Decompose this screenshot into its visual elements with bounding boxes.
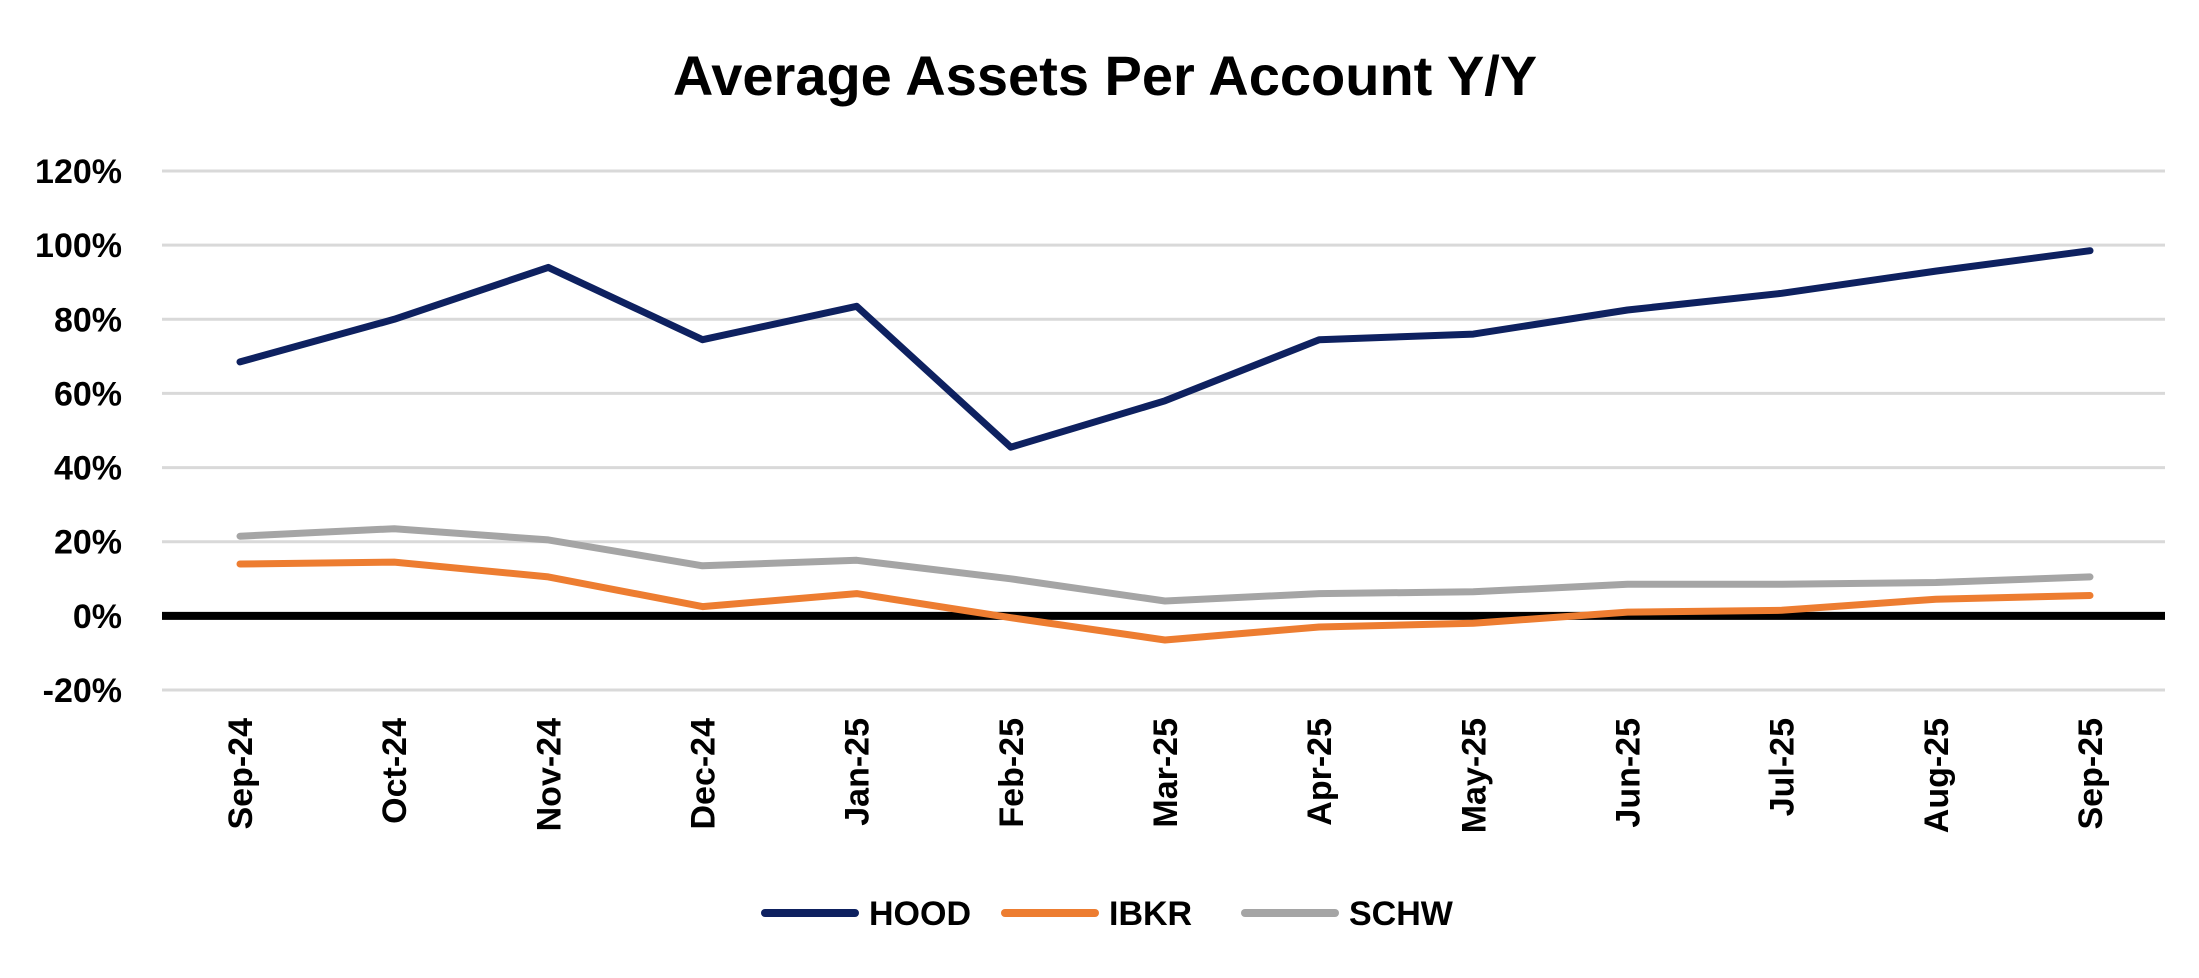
y-tick-label: 0% bbox=[73, 598, 122, 636]
x-axis-ticks: Sep-24 Oct-24 Nov-24 Dec-24 Jan-25 Feb-25 Mar-… bbox=[222, 718, 2110, 833]
x-tick-label: Apr-25 bbox=[1301, 718, 1339, 826]
x-tick-label: May-25 bbox=[1455, 718, 1493, 833]
y-tick-label: 80% bbox=[54, 301, 122, 339]
legend-label-hood: HOOD bbox=[869, 895, 971, 933]
series-lines bbox=[236, 247, 2094, 644]
y-tick-label: 60% bbox=[54, 375, 122, 413]
legend: HOOD IBKR SCHW bbox=[761, 895, 1454, 933]
y-tick-label: 40% bbox=[54, 450, 122, 488]
x-tick-label: Jan-25 bbox=[839, 718, 877, 826]
series-line-hood bbox=[236, 247, 2094, 451]
y-tick-label: -20% bbox=[43, 672, 122, 710]
x-tick-label: Jun-25 bbox=[1610, 718, 1648, 828]
series-line-ibkr bbox=[236, 558, 2094, 644]
x-tick-label: Mar-25 bbox=[1147, 718, 1185, 828]
legend-label-ibkr: IBKR bbox=[1109, 895, 1192, 933]
y-tick-label: 100% bbox=[35, 227, 122, 265]
y-axis-ticks: -20% 0% 20% 40% 60% 80% 100% 120% bbox=[35, 153, 122, 710]
y-tick-label: 20% bbox=[54, 524, 122, 562]
chart-title: Average Assets Per Account Y/Y bbox=[673, 44, 1537, 107]
x-tick-label: Oct-24 bbox=[376, 718, 414, 824]
x-tick-label: Nov-24 bbox=[530, 718, 568, 831]
x-tick-label: Jul-25 bbox=[1764, 718, 1802, 816]
series-line-schw bbox=[236, 525, 2094, 605]
legend-label-schw: SCHW bbox=[1349, 895, 1454, 933]
x-tick-label: Feb-25 bbox=[993, 718, 1031, 828]
x-tick-label: Sep-24 bbox=[222, 718, 260, 830]
x-tick-label: Dec-24 bbox=[685, 718, 723, 830]
x-tick-label: Sep-25 bbox=[2072, 718, 2110, 830]
y-tick-label: 120% bbox=[35, 153, 122, 191]
x-tick-label: Aug-25 bbox=[1918, 718, 1956, 833]
